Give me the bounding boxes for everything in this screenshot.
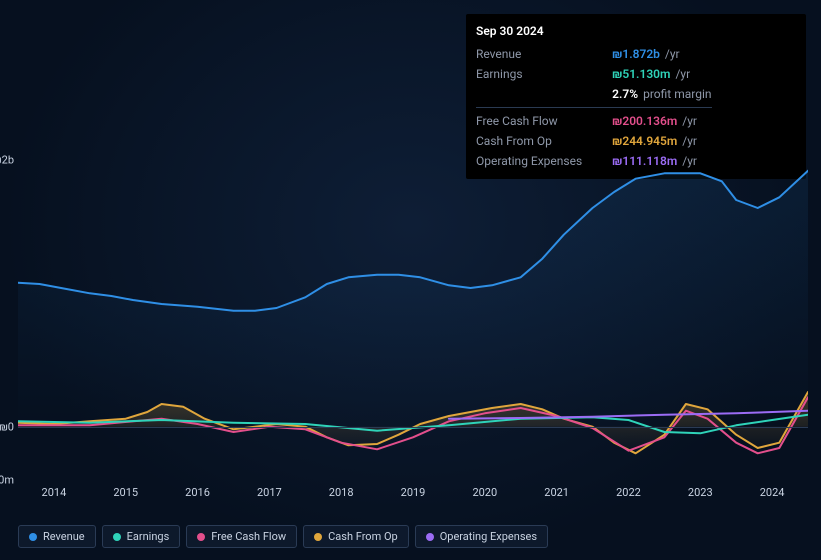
x-axis-label: 2015 [113, 480, 138, 499]
legend-swatch-icon [29, 533, 37, 541]
x-axis-label: 2020 [472, 480, 497, 499]
chart-legend: Revenue Earnings Free Cash Flow Cash From O… [18, 525, 548, 548]
legend-item[interactable]: Revenue [18, 525, 96, 548]
legend-label: Revenue [43, 530, 85, 543]
legend-swatch-icon [113, 533, 121, 541]
y-axis-label: ₪2b [0, 154, 18, 167]
gridline [18, 427, 808, 428]
x-axis-label: 2019 [401, 480, 426, 499]
tooltip-row-value: 2.7% profit margin [612, 84, 711, 104]
tooltip-row-value: ₪1.872b /yr [612, 44, 711, 64]
tooltip-row-value: ₪244.945m /yr [612, 131, 711, 151]
legend-label: Earnings [127, 530, 170, 543]
tooltip-row-label: Revenue [476, 44, 612, 64]
legend-item[interactable]: Operating Expenses [415, 525, 548, 548]
legend-item[interactable]: Free Cash Flow [186, 525, 297, 548]
tooltip-row-label: Cash From Op [476, 131, 612, 151]
legend-label: Cash From Op [328, 530, 398, 543]
x-axis-label: 2024 [760, 480, 785, 499]
legend-label: Operating Expenses [440, 530, 537, 543]
tooltip-table: Revenue₪1.872b /yrEarnings₪51.130m /yr2.… [476, 44, 712, 171]
x-axis-label: 2014 [42, 480, 67, 499]
x-axis-label: 2018 [329, 480, 354, 499]
y-axis-label: -₪400m [0, 474, 18, 487]
x-axis-label: 2021 [544, 480, 569, 499]
x-axis-label: 2023 [688, 480, 713, 499]
x-axis-label: 2022 [616, 480, 641, 499]
legend-swatch-icon [426, 533, 434, 541]
chart-tooltip: Sep 30 2024 Revenue₪1.872b /yrEarnings₪5… [466, 14, 806, 179]
x-axis-label: 2016 [185, 480, 210, 499]
tooltip-date: Sep 30 2024 [476, 22, 796, 40]
legend-item[interactable]: Cash From Op [303, 525, 409, 548]
legend-label: Free Cash Flow [211, 530, 286, 543]
tooltip-row-label [476, 84, 612, 104]
legend-item[interactable]: Earnings [102, 525, 181, 548]
x-axis-label: 2017 [257, 480, 282, 499]
series-area [18, 171, 808, 427]
tooltip-row-value: ₪200.136m /yr [612, 111, 711, 131]
tooltip-row-label: Earnings [476, 64, 612, 84]
tooltip-row-value: ₪51.130m /yr [612, 64, 711, 84]
y-axis-label: ₪0 [0, 420, 18, 433]
financials-chart[interactable]: ₪2b₪0-₪400m 2014201520162017201820192020… [18, 160, 808, 480]
tooltip-row-label: Free Cash Flow [476, 111, 612, 131]
legend-swatch-icon [314, 533, 322, 541]
chart-plot [18, 160, 808, 480]
legend-swatch-icon [197, 533, 205, 541]
